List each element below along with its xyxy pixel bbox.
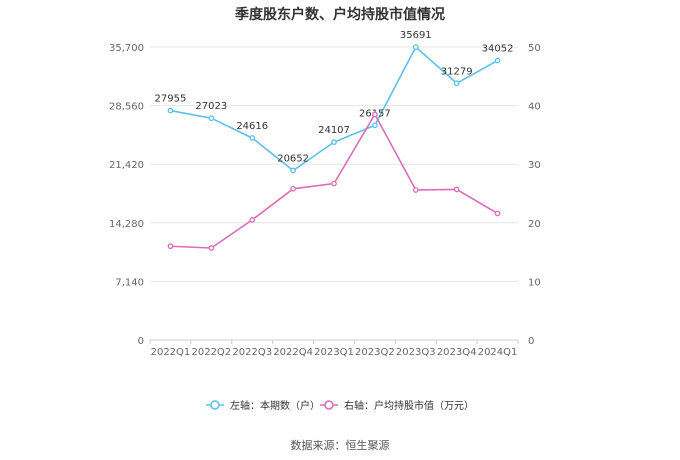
series-2-point xyxy=(249,217,256,223)
left-axis-tick-label: 28,560 xyxy=(109,102,144,113)
right-axis-tick-label: 10 xyxy=(528,277,541,288)
series-2-point xyxy=(372,111,378,118)
series-2-point xyxy=(167,243,174,250)
series-1-point xyxy=(453,80,460,87)
series-2-point xyxy=(331,180,337,187)
left-axis-tick-label: 7,140 xyxy=(115,277,144,288)
left-axis-tick-label: 35,700 xyxy=(109,43,144,54)
legend-marker-2 xyxy=(324,400,334,410)
series-1-point xyxy=(290,167,296,174)
x-axis-tick-label: 2023Q2 xyxy=(355,347,395,358)
x-axis-tick-label: 2022Q3 xyxy=(232,347,272,358)
series-1-point xyxy=(331,139,337,145)
x-axis-tick-label: 2022Q4 xyxy=(273,347,313,358)
legend-label-2: 右轴：户均持股市值（万元） xyxy=(344,399,474,412)
data-label: 24107 xyxy=(318,125,350,136)
data-label: 27023 xyxy=(195,101,227,112)
data-label: 24616 xyxy=(236,121,268,132)
left-axis-tick-label: 21,420 xyxy=(109,160,144,171)
x-axis-tick-label: 2023Q3 xyxy=(396,347,436,358)
right-axis-tick-label: 50 xyxy=(528,43,541,54)
series-2-point xyxy=(290,185,296,192)
series-1-point xyxy=(167,107,174,114)
series-2-point xyxy=(453,186,460,193)
data-label: 20652 xyxy=(277,154,309,165)
series-1-point xyxy=(412,44,419,50)
right-axis-tick-label: 30 xyxy=(528,160,541,171)
data-source: 数据来源：恒生聚源 xyxy=(290,439,390,452)
series-2-point xyxy=(412,187,419,193)
x-axis-tick-label: 2023Q1 xyxy=(314,347,354,358)
data-label: 35691 xyxy=(400,30,432,41)
series-1-point xyxy=(208,115,215,122)
series-1-point xyxy=(372,122,378,129)
left-axis-tick-label: 14,280 xyxy=(109,219,144,230)
series-2-point xyxy=(208,245,215,251)
data-label: 34052 xyxy=(482,44,514,55)
x-axis-tick-label: 2024Q1 xyxy=(478,347,518,358)
right-axis-tick-label: 0 xyxy=(528,336,534,347)
right-axis-tick-label: 20 xyxy=(528,219,541,230)
data-label: 31279 xyxy=(441,66,473,77)
series-1-point xyxy=(494,57,501,64)
left-axis-tick-label: 0 xyxy=(138,336,144,347)
series-2-point xyxy=(494,210,501,217)
chart-title: 季度股东户数、户均持股市值情况 xyxy=(235,7,445,23)
right-axis-tick-label: 40 xyxy=(528,102,541,113)
x-axis-tick-label: 2022Q2 xyxy=(191,347,231,358)
x-axis-tick-label: 2022Q1 xyxy=(151,347,191,358)
data-label: 27955 xyxy=(155,94,187,105)
x-axis-tick-label: 2023Q4 xyxy=(437,347,477,358)
legend-marker-1 xyxy=(210,400,220,410)
series-1-point xyxy=(249,135,256,141)
legend-label-1: 左轴：本期数（户） xyxy=(230,399,320,412)
